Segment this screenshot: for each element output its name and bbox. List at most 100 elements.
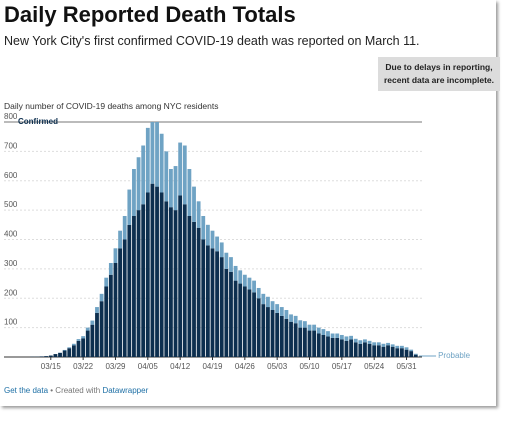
bar-segment [247, 289, 252, 357]
bar-segment [108, 274, 113, 357]
bar-segment [376, 342, 381, 346]
bar-segment [312, 330, 317, 357]
bar-segment [316, 333, 321, 357]
x-tick-label: 05/17 [332, 362, 353, 371]
bar-segment [159, 133, 164, 193]
bar-segment [326, 331, 330, 337]
y-tick-label: 200 [4, 288, 18, 297]
bar-segment [39, 356, 44, 357]
bar-segment [219, 257, 224, 357]
bar-segment [187, 169, 192, 216]
datawrapper-link[interactable]: Datawrapper [102, 386, 149, 395]
bar-segment [358, 343, 363, 357]
bar-segment [321, 329, 326, 335]
bar-segment [390, 344, 395, 347]
bar-segment [173, 166, 178, 211]
bar-segment [381, 346, 386, 357]
bar-segment [210, 230, 215, 249]
bar-segment [404, 349, 409, 357]
bar-segment [122, 239, 127, 357]
bar-segment [141, 145, 146, 205]
bar-segment [76, 339, 81, 341]
bar-segment [409, 351, 414, 357]
bar-segment [155, 122, 159, 187]
bar-segment [95, 307, 99, 313]
bar-segment [270, 301, 275, 310]
bar-segment [266, 296, 270, 308]
footer: Get the data • Created with Datawrapper [4, 386, 148, 395]
legend-label: Probable [438, 351, 471, 360]
bar-segment [298, 327, 303, 357]
bar-segment [150, 122, 155, 184]
bar-segment [71, 343, 76, 346]
bar-segment [386, 342, 390, 346]
bar-segment [67, 347, 72, 349]
bar-segment [275, 312, 280, 357]
bar-segment [316, 327, 321, 334]
bar-segment [330, 337, 335, 357]
bar-segment [169, 169, 173, 208]
bar-segment [141, 204, 146, 357]
bar-segment [71, 345, 76, 357]
subtitle: New York City's first confirmed COVID-19… [4, 34, 420, 48]
bar-segment [302, 321, 307, 328]
bar-segment [104, 277, 109, 287]
bar-segment [400, 345, 404, 349]
bar-segment [279, 315, 284, 357]
y-tick-label: 700 [4, 141, 18, 150]
bar-segment [344, 340, 349, 357]
bar-segment [400, 348, 404, 357]
bar-segment [413, 353, 418, 355]
bar-segment [127, 224, 132, 357]
bar-segment [261, 304, 266, 357]
bar-segment [122, 216, 127, 240]
bar-segment [229, 257, 233, 272]
description: Daily number of COVID-19 deaths among NY… [4, 101, 219, 111]
bar-segment [326, 336, 330, 357]
title: Daily Reported Death Totals [4, 2, 296, 27]
bar-segment [252, 280, 256, 293]
bar-segment [381, 343, 386, 347]
data-link[interactable]: Get the data [4, 386, 49, 395]
y-tick-label: 400 [4, 230, 18, 239]
bar-segment [113, 263, 118, 357]
bar-segment [289, 321, 293, 357]
bar-segment [192, 186, 196, 222]
bar-segment [289, 314, 293, 322]
y-tick-label: 800 [4, 112, 18, 121]
bar-segment [136, 210, 141, 357]
bar-segment [321, 334, 326, 357]
bar-segment [53, 354, 58, 357]
footer-text: • Created with [50, 386, 101, 395]
y-tick-label: 300 [4, 259, 18, 268]
bar-segment [215, 236, 220, 252]
bar-segment [284, 310, 289, 319]
x-tick-label: 03/15 [41, 362, 62, 371]
bar-segment [390, 346, 395, 357]
bar-segment [201, 239, 206, 357]
x-tick-label: 04/19 [202, 362, 223, 371]
bar-segment [164, 201, 169, 357]
bar-segment [233, 280, 238, 357]
bar-segment [169, 207, 173, 357]
bar-segment [256, 298, 261, 357]
bar-segment [48, 355, 53, 357]
bar-segment [335, 337, 340, 357]
bar-segment [358, 340, 363, 344]
bar-segment [215, 251, 220, 357]
bar-segment [395, 345, 400, 349]
y-tick-label: 100 [4, 318, 18, 327]
bar-segment [81, 338, 86, 357]
bar-segment [173, 210, 178, 357]
bar-segment [145, 192, 150, 357]
bar-segment [344, 336, 349, 341]
bar-segment [293, 315, 298, 324]
bar-segment [363, 339, 367, 343]
bar-segment [353, 338, 358, 343]
bar-segment [404, 347, 409, 350]
bar-segment [145, 127, 150, 193]
bar-segment [178, 142, 183, 196]
bar-segment [164, 151, 169, 202]
